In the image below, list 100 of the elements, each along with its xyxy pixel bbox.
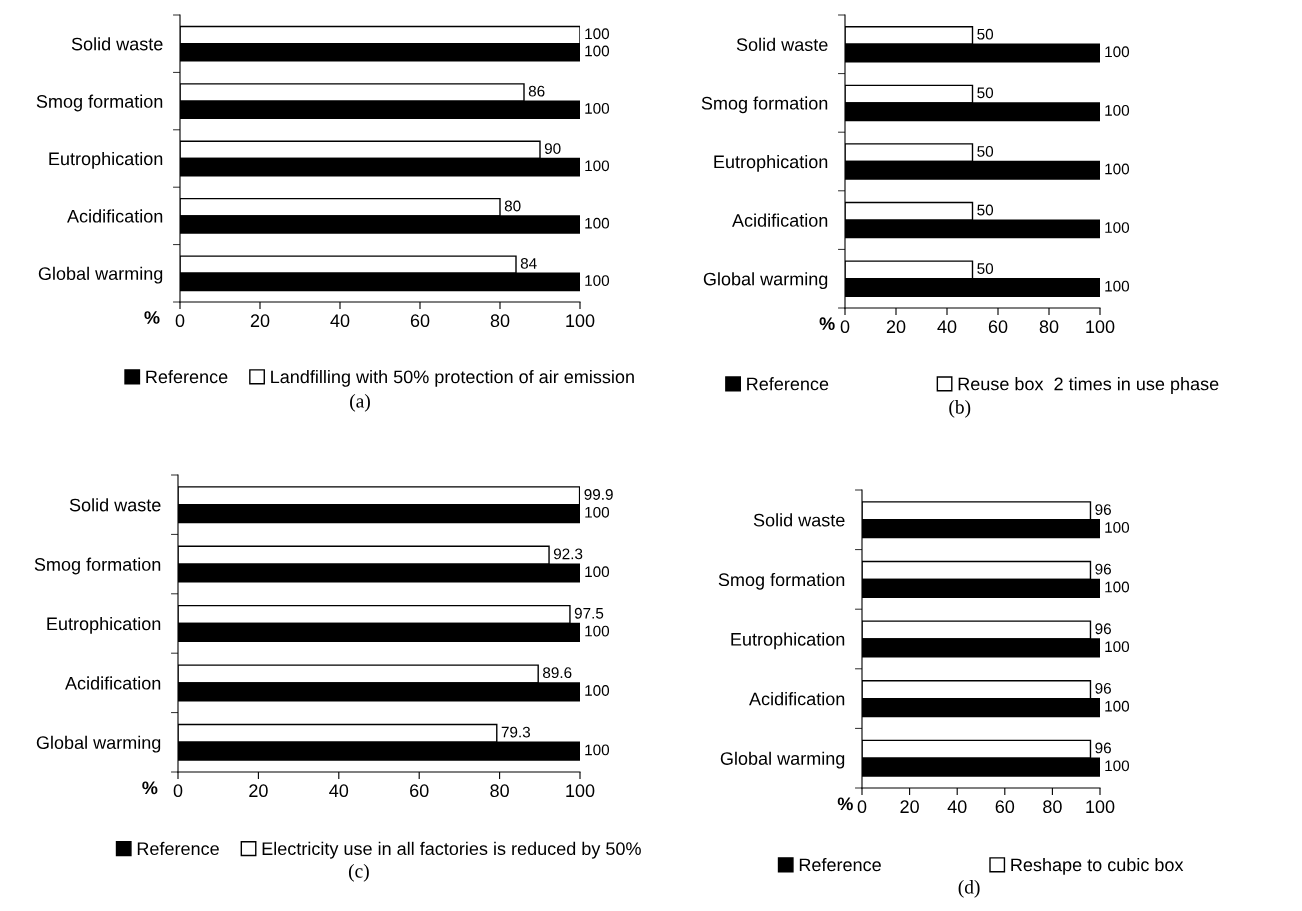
data-label: 50 bbox=[977, 87, 994, 99]
data-label: 96 bbox=[1095, 563, 1111, 575]
x-tick-label: 80 bbox=[490, 314, 510, 328]
x-tick-label: 20 bbox=[250, 314, 270, 328]
data-label: 100 bbox=[585, 506, 610, 518]
data-label: 96 bbox=[1095, 623, 1111, 635]
data-label: 100 bbox=[1105, 163, 1130, 175]
data-label: 100 bbox=[585, 45, 610, 57]
x-axis-title: % bbox=[819, 317, 835, 331]
x-tick-label: 20 bbox=[900, 800, 919, 814]
data-label: 100 bbox=[1105, 641, 1130, 653]
data-label: 100 bbox=[1105, 760, 1130, 772]
data-label: 100 bbox=[585, 28, 610, 40]
y-tick-label: Eutrophication bbox=[49, 151, 163, 169]
y-tick-label: Global warming bbox=[703, 272, 828, 289]
x-tick-label: 60 bbox=[410, 784, 429, 798]
x-tick-label: 20 bbox=[886, 320, 906, 334]
y-tick-label: Eutrophication bbox=[731, 632, 845, 650]
text: (b) bbox=[949, 400, 971, 418]
y-tick-label: Acidification bbox=[732, 213, 828, 227]
data-label: 99.9 bbox=[584, 489, 613, 500]
x-tick-label: 60 bbox=[995, 800, 1015, 814]
text: (a) bbox=[350, 394, 370, 412]
data-label: 100 bbox=[1105, 700, 1130, 712]
x-tick-label: 0 bbox=[175, 314, 185, 328]
data-label: 100 bbox=[585, 275, 610, 287]
y-tick-label: Smog formation bbox=[34, 557, 161, 575]
data-label: 100 bbox=[585, 566, 610, 578]
y-tick-label: Smog formation bbox=[718, 572, 845, 590]
x-tick-label: 40 bbox=[947, 800, 967, 814]
data-label: 100 bbox=[1105, 522, 1130, 533]
y-tick-label: Global warming bbox=[720, 751, 845, 769]
data-label: 100 bbox=[1105, 280, 1130, 292]
x-tick-label: 20 bbox=[249, 784, 268, 798]
legend-label: Reference bbox=[799, 858, 881, 872]
x-tick-label: 60 bbox=[410, 314, 430, 328]
data-label: 50 bbox=[977, 263, 994, 275]
y-tick-label: Global warming bbox=[36, 735, 161, 753]
legend-label: Reuse box 2 times in use phase bbox=[958, 377, 1219, 394]
data-label: 92.3 bbox=[553, 548, 583, 560]
legend-label: Electricity use in all factories is reduced by 50% bbox=[262, 841, 641, 859]
x-tick-label: 40 bbox=[937, 320, 957, 334]
data-label: 100 bbox=[585, 102, 610, 114]
x-tick-label: 0 bbox=[857, 800, 867, 814]
data-label: 100 bbox=[1105, 104, 1130, 116]
data-label: 84 bbox=[520, 257, 537, 269]
y-tick-label: Solid waste bbox=[736, 37, 828, 52]
x-axis-title: % bbox=[142, 781, 158, 795]
legend-label: Landfilling with 50% protection of air emission bbox=[271, 370, 634, 387]
x-tick-label: 100 bbox=[1086, 800, 1115, 814]
data-label: 96 bbox=[1095, 504, 1111, 515]
y-tick-label: Acidification bbox=[65, 676, 161, 690]
legend-label: Reference bbox=[146, 370, 228, 384]
x-axis-title: % bbox=[144, 311, 160, 324]
y-tick-label: Global warming bbox=[38, 266, 163, 284]
x-tick-label: 60 bbox=[988, 320, 1008, 334]
y-tick-label: Solid waste bbox=[69, 498, 161, 512]
x-tick-label: 80 bbox=[490, 784, 509, 798]
x-tick-label: 0 bbox=[173, 784, 183, 798]
legend-label: Reference bbox=[137, 841, 219, 856]
text: (d) bbox=[958, 880, 980, 898]
legend-label: Reference bbox=[747, 377, 829, 391]
data-label: 100 bbox=[585, 160, 610, 172]
data-label: 100 bbox=[1105, 46, 1130, 58]
y-tick-label: Eutrophication bbox=[47, 616, 161, 634]
x-tick-label: 100 bbox=[566, 314, 595, 328]
x-tick-label: 100 bbox=[1086, 320, 1115, 334]
data-label: 50 bbox=[977, 145, 994, 157]
data-label: 100 bbox=[585, 744, 610, 756]
x-tick-label: 40 bbox=[329, 784, 349, 798]
x-tick-label: 0 bbox=[840, 320, 850, 334]
y-tick-label: Acidification bbox=[67, 209, 163, 223]
y-tick-label: Solid waste bbox=[71, 37, 163, 51]
data-label: 90 bbox=[544, 143, 561, 154]
x-tick-label: 40 bbox=[330, 314, 350, 328]
y-tick-label: Smog formation bbox=[36, 94, 163, 112]
data-label: 100 bbox=[1105, 581, 1130, 593]
data-label: 100 bbox=[1105, 222, 1130, 233]
x-tick-label: 80 bbox=[1043, 800, 1062, 814]
data-label: 79.3 bbox=[501, 726, 531, 738]
x-axis-title: % bbox=[837, 797, 853, 811]
y-tick-label: Eutrophication bbox=[714, 154, 828, 172]
data-label: 86 bbox=[528, 85, 545, 97]
data-label: 97.5 bbox=[574, 607, 604, 619]
x-tick-label: 100 bbox=[566, 784, 595, 798]
y-tick-label: Solid waste bbox=[753, 513, 845, 527]
data-label: 100 bbox=[585, 217, 610, 229]
x-tick-label: 80 bbox=[1039, 320, 1059, 334]
data-label: 100 bbox=[585, 685, 610, 696]
y-tick-label: Smog formation bbox=[701, 96, 828, 114]
y-tick-label: Acidification bbox=[749, 692, 845, 706]
legend-label: Reshape to cubic box bbox=[1011, 857, 1184, 875]
data-label: 96 bbox=[1095, 682, 1111, 694]
data-label: 50 bbox=[977, 204, 994, 216]
data-label: 50 bbox=[977, 28, 994, 40]
data-label: 100 bbox=[585, 625, 610, 637]
data-label: 80 bbox=[504, 200, 521, 212]
text: (c) bbox=[348, 864, 369, 882]
data-label: 89.6 bbox=[543, 667, 572, 679]
data-label: 96 bbox=[1095, 742, 1111, 754]
